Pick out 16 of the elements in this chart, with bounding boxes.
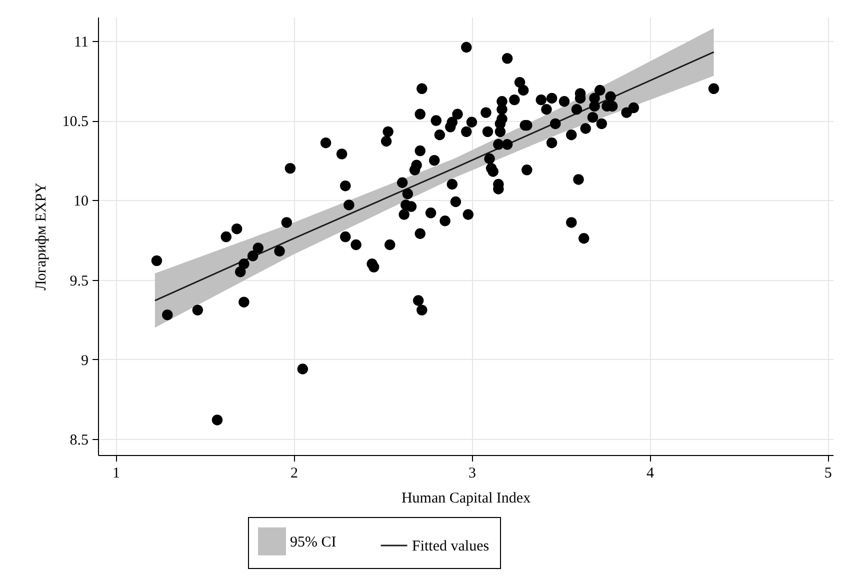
y-tick-label: 8.5: [70, 432, 88, 449]
y-tick-label: 10.5: [62, 114, 88, 130]
y-tick-label: 9.5: [70, 273, 88, 290]
y-axis-title: Логарифм EXPY: [33, 182, 50, 290]
legend-label: Fitted values: [412, 538, 490, 554]
x-tick-label: 2: [290, 466, 298, 482]
y-tick-label: 11: [74, 34, 88, 50]
y-tick-label: 10: [74, 194, 88, 210]
x-tick-label: 1: [112, 466, 120, 482]
line-series: [154, 51, 715, 302]
x-tick-label: 5: [824, 466, 832, 482]
x-tick-label: 4: [646, 466, 654, 482]
x-axis-title: Human Capital Index: [401, 490, 532, 506]
text: 95% CI: [290, 534, 336, 550]
y-tick-label: 9: [81, 352, 88, 369]
x-tick-label: 3: [468, 466, 476, 482]
